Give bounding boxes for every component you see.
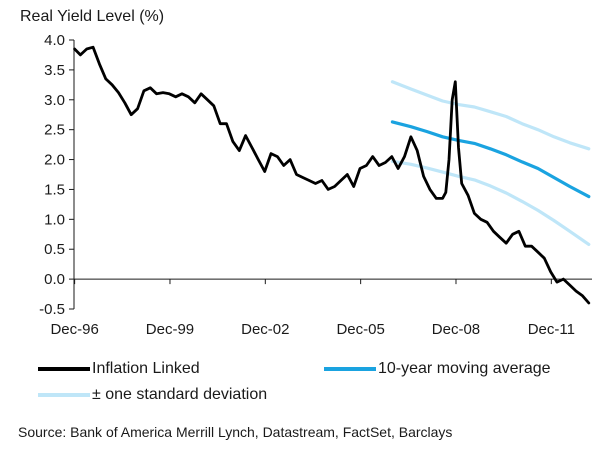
y-tick-label: 0.5 (44, 241, 65, 258)
y-tick-label: 0.0 (44, 271, 65, 288)
legend-label: ± one standard deviation (92, 386, 268, 403)
x-tick-label: Dec-05 (336, 321, 384, 338)
series-line-moving-average (390, 120, 591, 199)
y-tick-label: 2.0 (44, 152, 65, 169)
y-tick-label: 3.5 (44, 62, 65, 79)
legend-swatch (324, 367, 376, 371)
y-axis: -0.5 0.0 0.5 1.0 1.5 2.0 2.5 3.0 3.5 4.0 (39, 32, 75, 318)
legend-item-std-deviation: ± one standard deviation (38, 386, 267, 404)
series-lines (73, 45, 591, 305)
y-tick-label: 1.5 (44, 181, 65, 198)
source-note: Source: Bank of America Merrill Lynch, D… (18, 424, 453, 440)
series-line-lower-std-band (390, 159, 591, 246)
series-line-upper-std-band (390, 80, 591, 151)
chart-title: Real Yield Level (%) (20, 8, 165, 25)
legend-swatch (38, 367, 90, 371)
y-tick-label: 1.0 (44, 211, 65, 228)
y-tick-label: 2.5 (44, 122, 65, 139)
x-tick-label: Dec-11 (528, 321, 575, 338)
series-line-inflation-linked (73, 45, 591, 305)
legend-item-inflation-linked: Inflation Linked (38, 360, 200, 378)
legend-swatch (38, 393, 90, 397)
x-tick-label: Dec-96 (50, 321, 98, 338)
y-tick-label: 4.0 (44, 32, 65, 49)
x-tick-label: Dec-99 (146, 321, 194, 338)
x-axis: Dec-96 Dec-99 Dec-02 Dec-05 Dec-08 Dec-11 (50, 278, 592, 338)
x-tick-label: Dec-02 (241, 321, 289, 338)
y-tick-label: -0.5 (39, 301, 65, 318)
x-tick-label: Dec-08 (432, 321, 480, 338)
legend-item-moving-average: 10-year moving average (324, 360, 551, 378)
y-tick-label: 3.0 (44, 92, 65, 109)
legend-label: Inflation Linked (92, 360, 200, 377)
legend-label: 10-year moving average (378, 360, 551, 377)
